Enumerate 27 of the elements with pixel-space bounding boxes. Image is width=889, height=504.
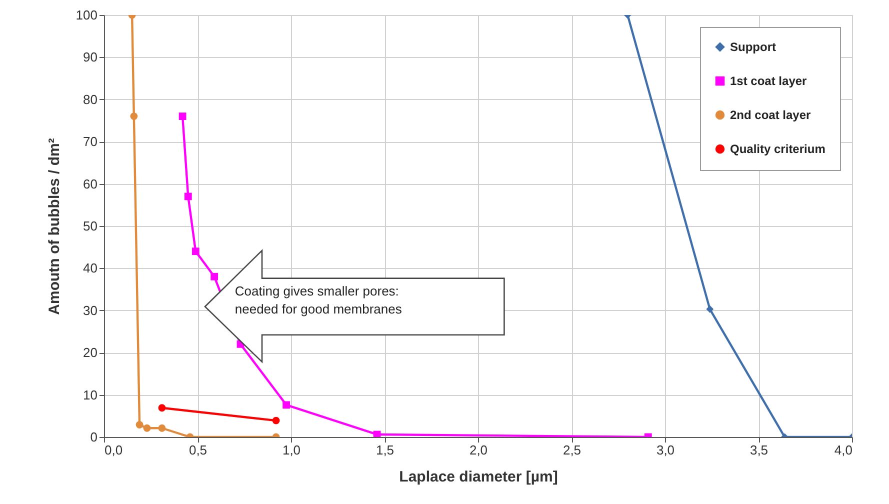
y-tick-label: 40 bbox=[83, 260, 98, 276]
x-tick-label: 1,0 bbox=[282, 442, 301, 458]
x-tick-label: 2,0 bbox=[469, 442, 488, 458]
x-tick-label: 2,5 bbox=[562, 442, 582, 458]
y-tick-label: 20 bbox=[83, 345, 98, 360]
legend-label: 1st coat layer bbox=[730, 74, 808, 88]
x-tick-label: 3,0 bbox=[656, 442, 675, 458]
y-tick-label: 80 bbox=[83, 92, 98, 107]
x-tick-label: 0,5 bbox=[188, 442, 208, 458]
y-tick-label: 30 bbox=[83, 302, 98, 318]
x-tick-label: 1,5 bbox=[376, 442, 394, 458]
y-tick-label: 0 bbox=[90, 430, 98, 444]
y-tick-label: 10 bbox=[83, 387, 98, 402]
x-tick-label: 4,0 bbox=[834, 442, 852, 458]
x-tick-label: 0,0 bbox=[104, 442, 123, 458]
legend-label: 2nd coat layer bbox=[730, 108, 812, 122]
x-axis-title: Laplace diameter [µm] bbox=[399, 468, 558, 486]
legend-label: Quality criterium bbox=[730, 142, 826, 156]
x-tick-label: 3,5 bbox=[750, 442, 768, 458]
y-tick-label: 60 bbox=[83, 176, 98, 192]
y-tick-label: 70 bbox=[83, 134, 98, 150]
y-tick-label: 100 bbox=[76, 8, 98, 22]
y-tick-label: 50 bbox=[83, 218, 98, 234]
legend-label: Support bbox=[730, 40, 776, 54]
y-tick-label: 90 bbox=[83, 50, 98, 65]
y-axis-title: Amoutn of bubbles / dm² bbox=[46, 138, 63, 315]
annotation: Coating gives smaller pores: needed for good membranes bbox=[234, 284, 402, 317]
